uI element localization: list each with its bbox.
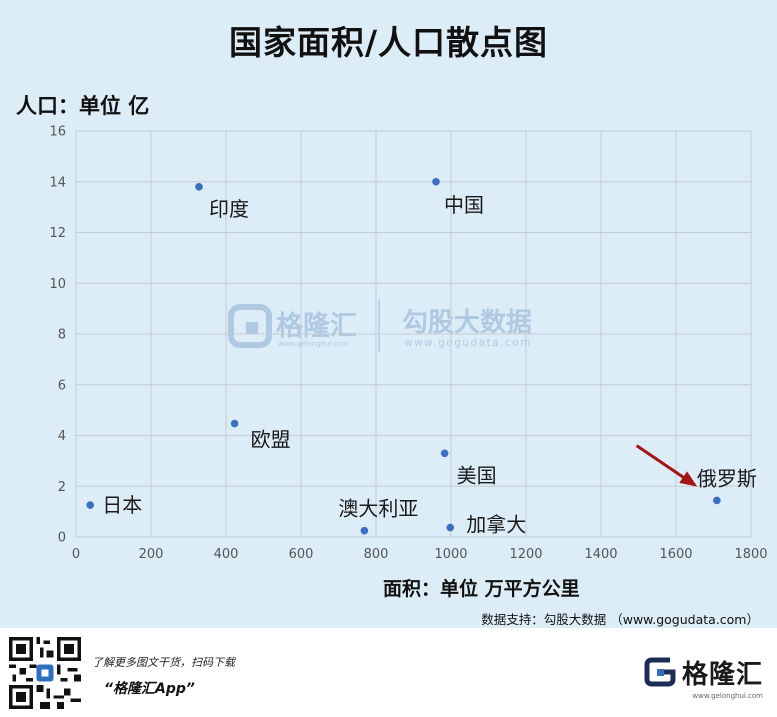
promo-text: 了解更多图文干货，扫码下载 [92,656,235,669]
chart-title: 国家面积/人口散点图 [228,23,549,62]
data-points [86,177,721,535]
watermark-brand: 格隆汇 [276,311,357,342]
data-point [230,419,239,428]
watermark-logo-icon [228,304,272,348]
y-tick-label: 14 [49,175,66,190]
data-point [195,183,203,191]
x-tick-label: 1000 [434,547,467,562]
x-tick-label: 400 [214,547,239,562]
gelonghui-logo-icon [644,657,676,687]
x-tick-label: 1600 [659,547,692,562]
footer-brand: 格隆汇 [642,652,763,692]
y-tick-label: 0 [58,531,66,546]
x-tick-label: 1400 [584,547,617,562]
y-axis-title: 人口：单位 亿 [16,94,150,118]
point-label: 印度 [209,197,249,221]
x-tick-label: 200 [139,547,164,562]
x-tick-label: 800 [364,547,389,562]
data-point [440,449,449,458]
data-point [446,523,455,532]
y-tick-label: 16 [49,125,66,140]
annotations [635,444,698,487]
y-tick-label: 10 [49,277,66,292]
point-label: 俄罗斯 [697,466,757,490]
point-label: 加拿大 [466,513,526,537]
x-axis-title: 面积：单位 万平方公里 [383,578,580,600]
grid [75,130,752,538]
point-label: 澳大利亚 [338,497,418,521]
x-tick-label: 1200 [509,547,542,562]
x-tick-labels: 0 200 400 600 800 1000 1200 1400 1600 1800 [72,547,768,562]
point-label: 中国 [444,193,484,217]
data-point [86,501,95,509]
point-label: 日本 [102,493,142,517]
footer: 了解更多图文干货，扫码下载 “格隆汇App” 格隆汇 www.gelonghui… [0,628,777,717]
point-label: 美国 [457,463,497,487]
scatter-plot: 格隆汇 www.gelonghui.com 勾股大数据 www.gogudata… [49,125,768,563]
data-point [432,177,440,186]
watermark: 格隆汇 www.gelonghui.com 勾股大数据 www.gogudata… [228,300,532,352]
footer-brand-url: www.gelonghui.com [692,692,763,700]
x-tick-label: 0 [72,547,80,562]
y-tick-labels: 0 2 4 6 8 10 12 14 16 [49,125,66,546]
y-tick-label: 2 [58,480,66,495]
annotation-arrow-head [679,471,698,487]
y-tick-label: 12 [49,226,66,241]
y-tick-label: 8 [58,328,66,343]
footer-brand-name: 格隆汇 [681,659,763,690]
x-tick-label: 600 [289,547,314,562]
source-note: 数据支持：勾股大数据 （www.gogudata.com） [481,612,759,627]
y-tick-label: 4 [58,429,66,444]
watermark-partner: 勾股大数据 [402,308,532,338]
watermark-partner-url: www.gogudata.com [404,337,532,349]
x-tick-label: 1800 [734,547,767,562]
watermark-brand-url: www.gelonghui.com [278,340,349,348]
point-label: 欧盟 [251,428,291,452]
data-point [713,496,721,505]
y-tick-label: 6 [58,378,66,393]
app-name[interactable]: “格隆汇App” [104,681,195,697]
qr-code-icon[interactable] [9,637,81,709]
data-point [360,526,369,535]
